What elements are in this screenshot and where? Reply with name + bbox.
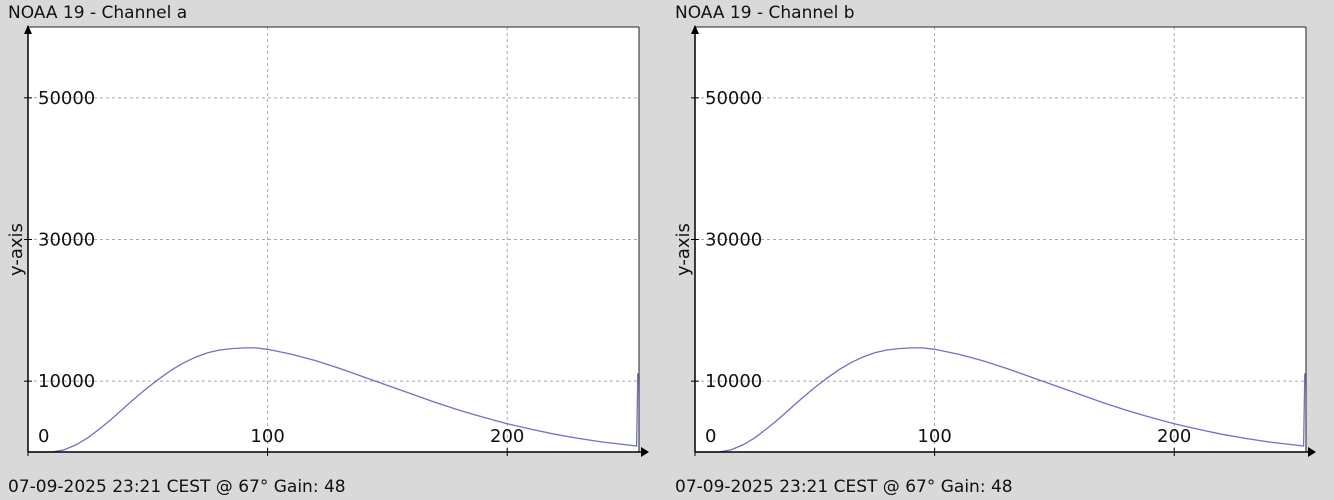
plot-area xyxy=(28,27,639,452)
chart-footer-b: 07-09-2025 23:21 CEST @ 67° Gain: 48 xyxy=(675,477,1013,497)
chart-a-svg: 0 100 200 10000 30000 50000 y-axis xyxy=(6,25,649,457)
chart-panel-a: 0 100 200 10000 30000 50000 y-axis NOAA 19 - C… xyxy=(6,3,649,497)
y-axis-arrow xyxy=(24,25,32,34)
y-tick-label: 30000 xyxy=(38,230,95,251)
y-tick-label: 10000 xyxy=(38,371,95,392)
chart-panel-b: 0 100 200 10000 30000 50000 y-axis NOAA 19 - C… xyxy=(667,0,1334,500)
x-axis-arrow xyxy=(1308,447,1316,457)
series-line xyxy=(28,347,639,453)
chart-b-svg: 0 100 200 10000 30000 50000 y-axis xyxy=(673,25,1316,457)
x-tick-label: 100 xyxy=(917,426,951,447)
y-tick-label: 10000 xyxy=(705,371,762,392)
y-axis-label: y-axis xyxy=(673,223,694,276)
x-tick-label: 200 xyxy=(1157,426,1191,447)
x-axis-arrow xyxy=(641,447,649,457)
chart-title-b: NOAA 19 - Channel b xyxy=(675,3,855,23)
y-tick-label: 30000 xyxy=(705,230,762,251)
x-tick-label: 100 xyxy=(250,426,284,447)
y-axis-arrow xyxy=(691,25,699,34)
y-tick-label: 50000 xyxy=(38,88,95,109)
plot-area xyxy=(695,27,1306,452)
series-line xyxy=(695,347,1306,453)
x-tick-label: 0 xyxy=(705,426,716,447)
y-axis-label: y-axis xyxy=(6,223,27,276)
x-tick-label: 0 xyxy=(38,426,49,447)
chart-footer-a: 07-09-2025 23:21 CEST @ 67° Gain: 48 xyxy=(8,477,346,497)
y-tick-label: 50000 xyxy=(705,88,762,109)
chart-title-a: NOAA 19 - Channel a xyxy=(8,3,188,23)
x-tick-label: 200 xyxy=(490,426,524,447)
